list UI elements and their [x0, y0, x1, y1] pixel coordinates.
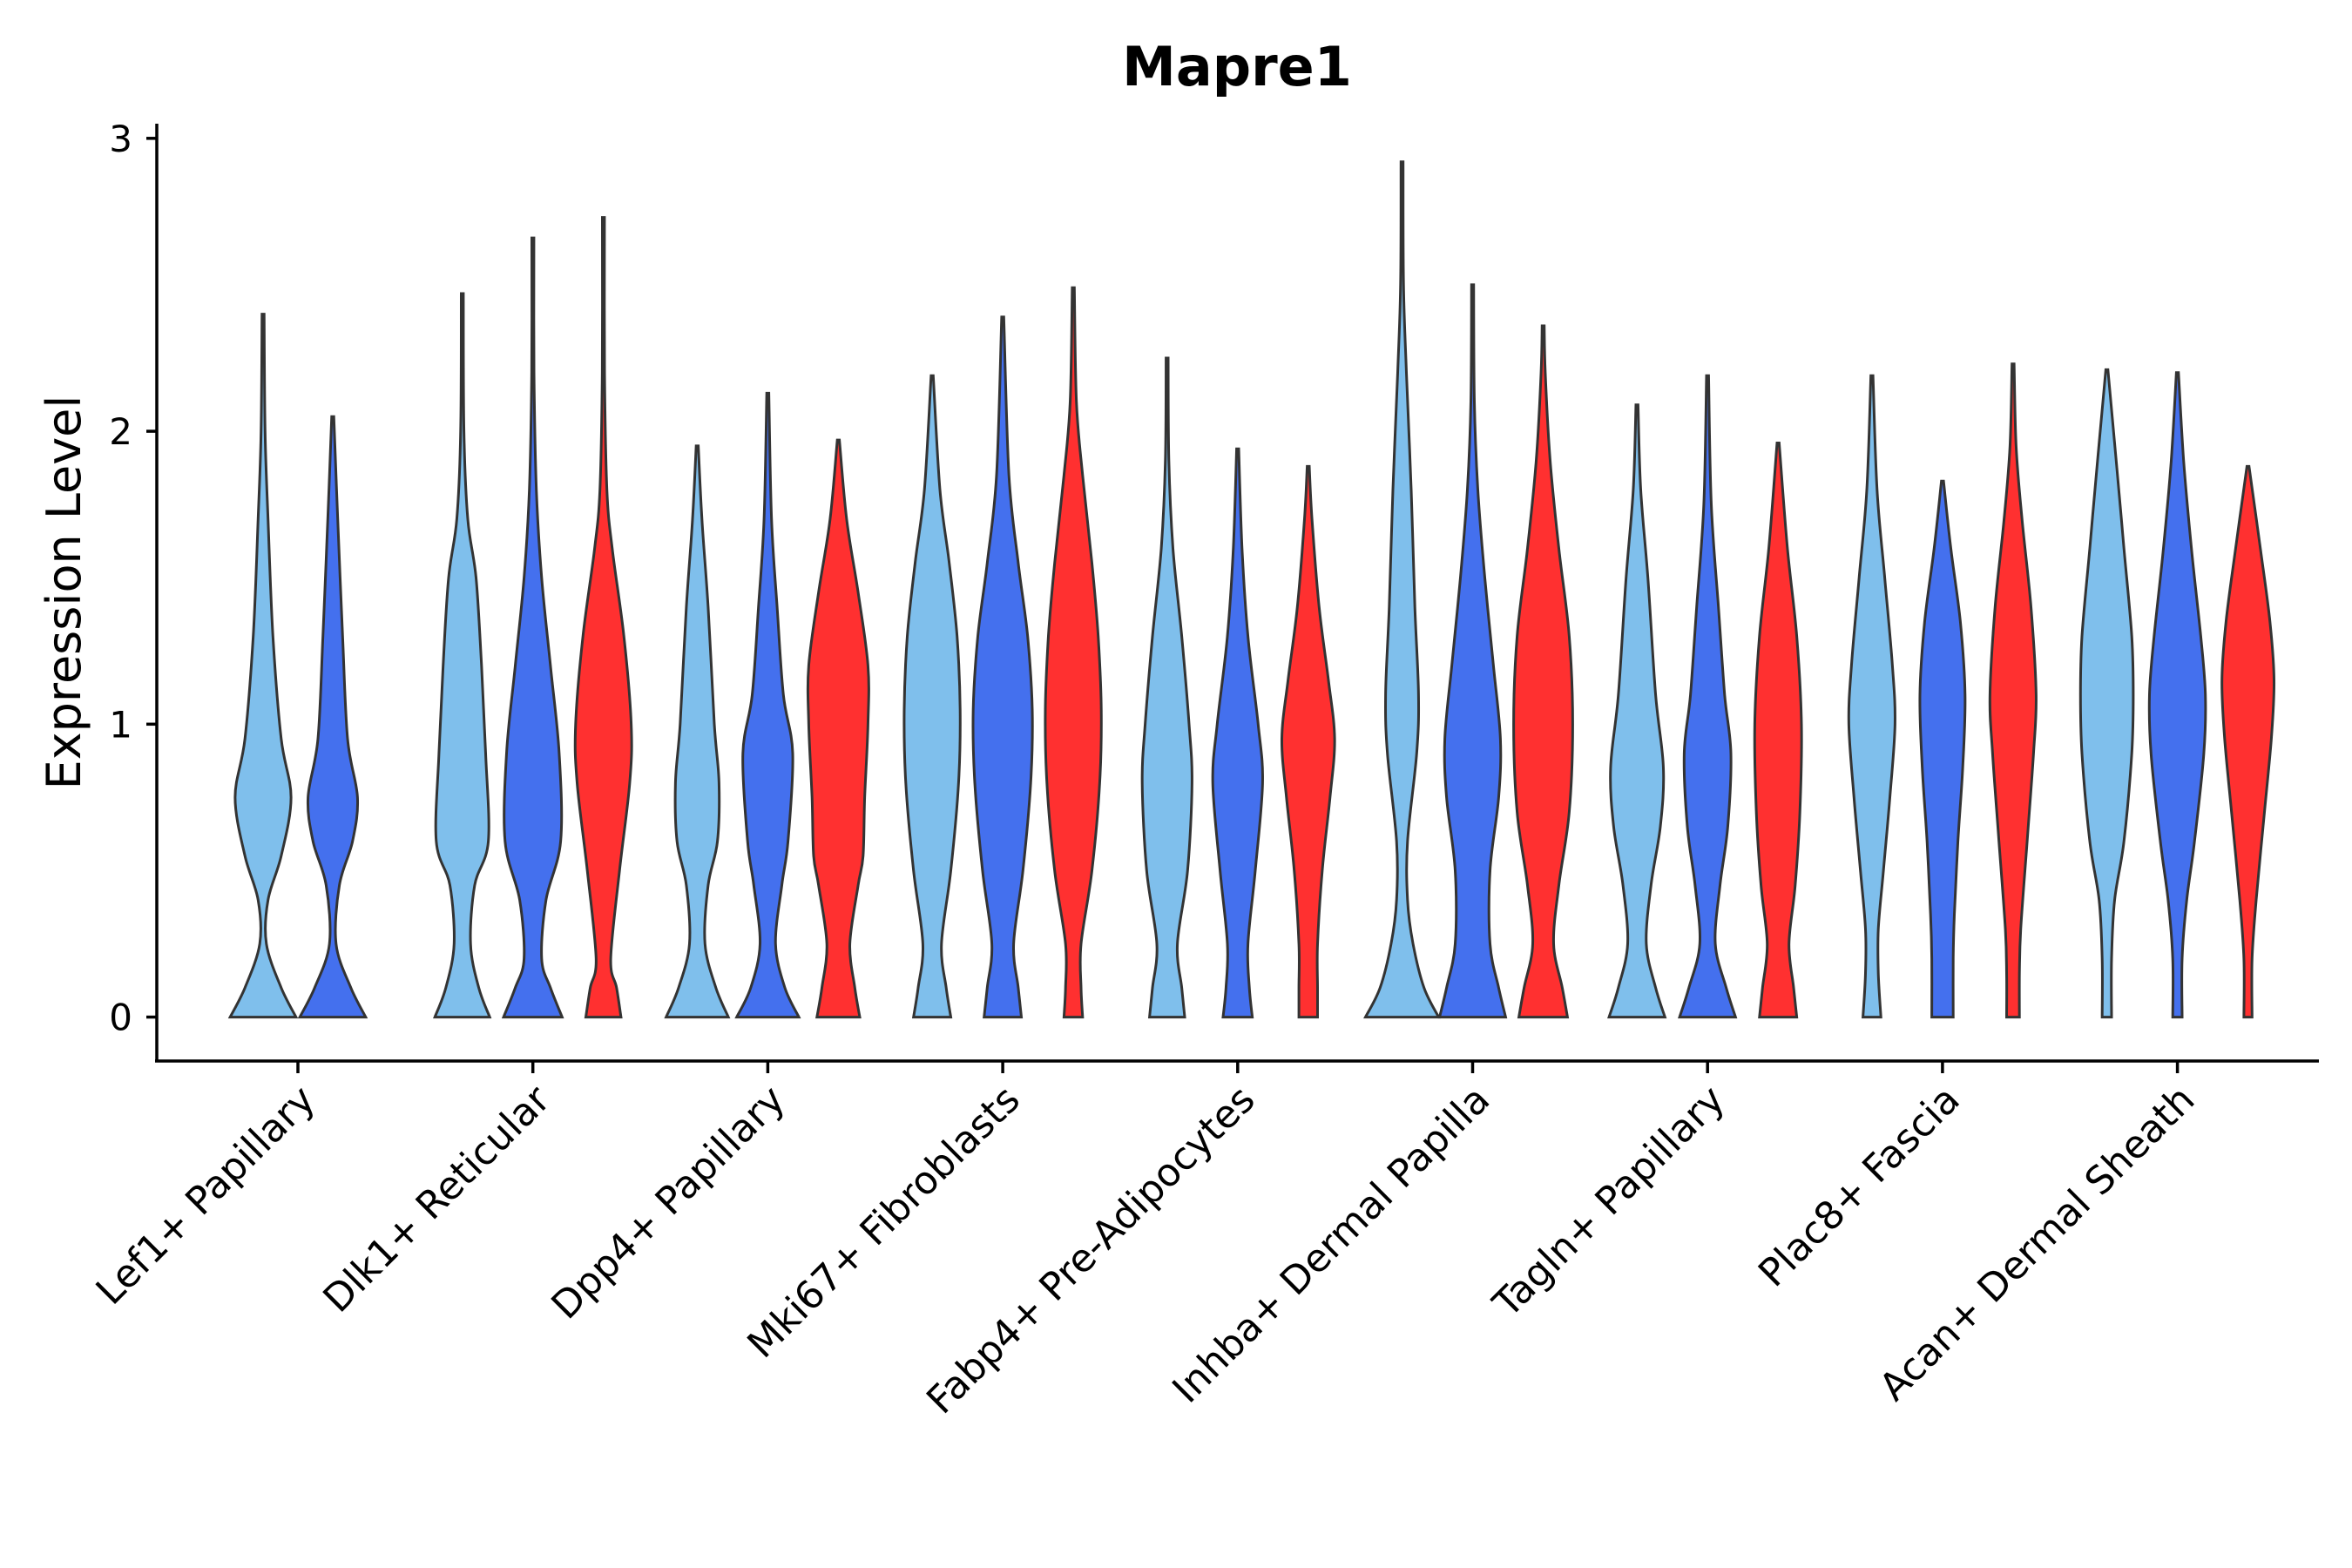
- y-axis-ticks: 0 1 2 3: [109, 118, 157, 1039]
- chart-title: Mapre1: [1122, 35, 1352, 98]
- violin-8-3: [1988, 362, 2038, 1019]
- violin-3-3: [806, 438, 870, 1019]
- violin-5-2: [1211, 447, 1264, 1019]
- x-tick-label: Dlk1+ Reticular: [315, 1077, 560, 1321]
- violin-3-1: [664, 444, 731, 1019]
- violin-8-2: [1918, 479, 1967, 1019]
- x-tick-label: Dpp4+ Papillary: [544, 1078, 794, 1328]
- violin-6-3: [1512, 324, 1574, 1019]
- x-tick-label: Tagln+ Papillary: [1484, 1078, 1734, 1327]
- y-axis-label: Expression Level: [37, 395, 91, 790]
- violin-2-2: [501, 236, 564, 1019]
- violin-9-1: [2078, 368, 2135, 1019]
- x-tick-label: Lef1+ Papillary: [88, 1078, 324, 1314]
- violin-6-1: [1363, 160, 1441, 1019]
- violin-9-2: [2147, 371, 2207, 1019]
- violin-5-3: [1280, 464, 1336, 1019]
- violin-3-2: [734, 391, 801, 1019]
- y-tick-label: 2: [109, 410, 132, 453]
- violin-7-3: [1753, 442, 1803, 1019]
- violin-6-2: [1437, 283, 1508, 1019]
- violin-4-2: [971, 315, 1034, 1019]
- violin-2-1: [433, 292, 492, 1019]
- violin-2-3: [573, 216, 633, 1019]
- y-tick-label: 1: [109, 703, 132, 746]
- violin-9-3: [2220, 464, 2276, 1019]
- violin-8-1: [1847, 374, 1896, 1019]
- violin-5-1: [1140, 356, 1193, 1019]
- violin-7-2: [1678, 374, 1738, 1019]
- y-tick-label: 3: [109, 118, 132, 160]
- violin-4-1: [902, 374, 962, 1019]
- violin-1-1: [227, 313, 299, 1019]
- violin-group: [227, 160, 2276, 1019]
- violin-7-1: [1607, 403, 1667, 1019]
- y-tick-label: 0: [109, 997, 132, 1039]
- violin-4-3: [1044, 286, 1103, 1019]
- x-tick-label: Plac8+ Fascia: [1750, 1078, 1969, 1296]
- violin-1-2: [297, 415, 368, 1019]
